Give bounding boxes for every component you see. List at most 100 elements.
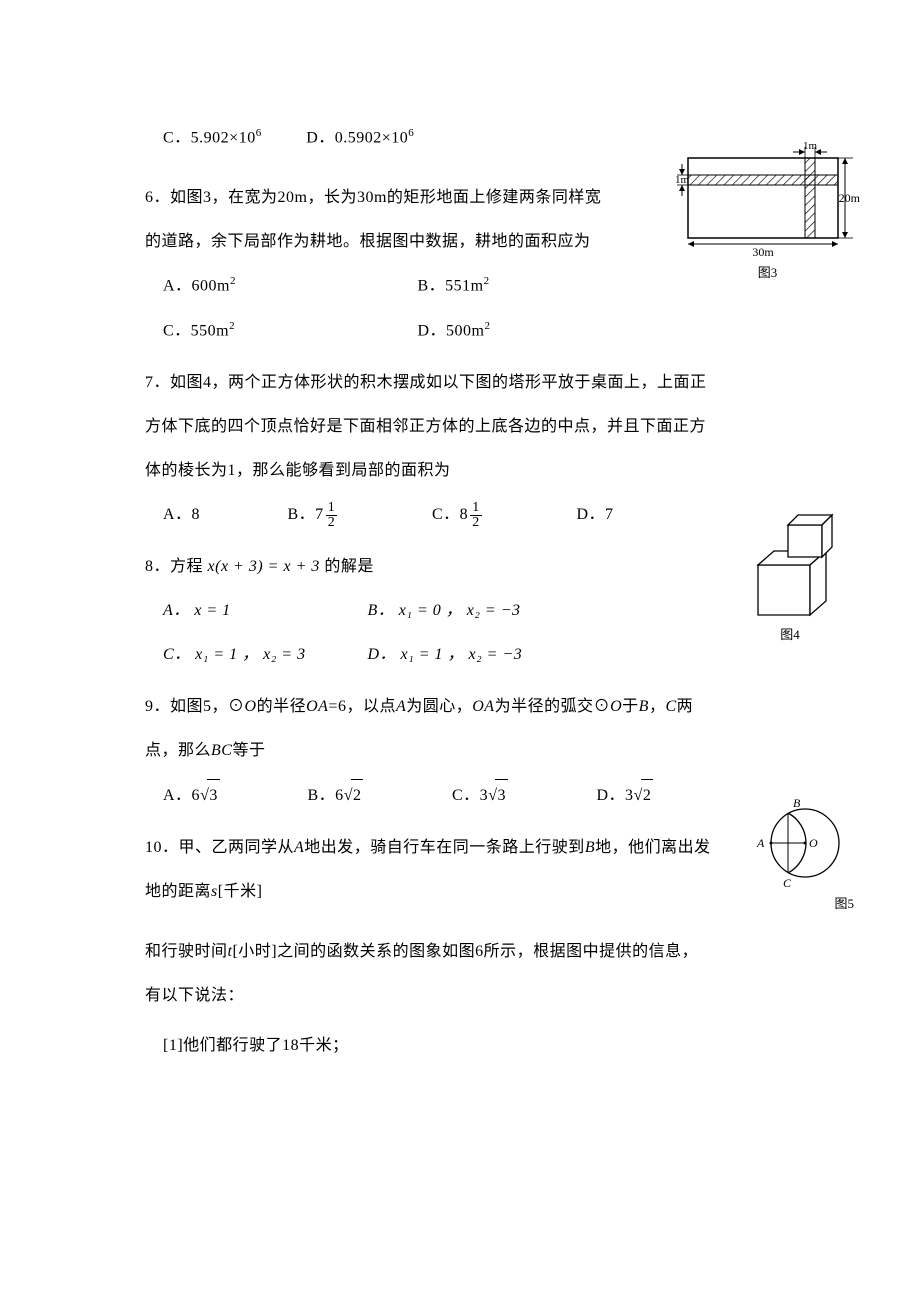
- q5-optc-sup: 6: [256, 127, 262, 139]
- q8-option-a: A． x = 1: [163, 595, 323, 627]
- q5-optc-text: C．5.902×10: [163, 129, 256, 146]
- sqrt-icon: 2: [634, 779, 654, 812]
- q9-O2: O: [610, 698, 622, 715]
- figure-3-caption: 图3: [675, 262, 860, 281]
- svg-text:C: C: [783, 876, 792, 890]
- q6-optb-sup: 2: [484, 275, 490, 287]
- q10-l3-a: 和行驶时间: [145, 943, 228, 960]
- q9-O1: O: [245, 698, 257, 715]
- q8-option-c: C． x₁ = 1 ， x₂ = 3: [163, 639, 323, 671]
- q10-item1: [1]他们都行驶了18千米；: [145, 1030, 860, 1062]
- q7-line1: 7．如图4，两个正方体形状的积木摆成如以下图的塔形平放于桌面上，上面正: [145, 367, 860, 399]
- q7-line2: 方体下底的四个顶点恰好是下面相邻正方体的上底各边的中点，并且下面正方: [145, 411, 860, 443]
- q9-comma: ，: [649, 698, 666, 715]
- exam-page: C．5.902×106 D．0.5902×106 30m: [0, 0, 920, 1134]
- q7-optb-pre: B．7: [288, 506, 324, 523]
- q9-line1: 9．如图5，⊙O的半径OA=6，以点A为圆心，OA为半径的弧交⊙O于B，C两: [145, 691, 860, 723]
- q10-l2-a: 地的距离: [145, 883, 211, 900]
- q8-equation: x(x + 3) = x + 3: [208, 558, 320, 575]
- q9-optd-rad: 2: [641, 779, 654, 812]
- q9-option-d: D．3 2: [597, 779, 654, 812]
- q9-l1-g: 两: [677, 698, 694, 715]
- svg-text:A: A: [756, 836, 765, 850]
- q6-optd-sup: 2: [485, 320, 491, 332]
- q10-A: A: [294, 839, 304, 856]
- figure-5-svg: B A O C: [745, 795, 855, 895]
- q9-OA2: OA: [472, 698, 494, 715]
- q9-l1-f: 于: [622, 698, 639, 715]
- figure-4: 图4: [735, 505, 845, 643]
- q9-C1: C: [665, 698, 676, 715]
- q6-option-d: D．500m2: [418, 315, 491, 347]
- frac-num2: 1: [470, 501, 482, 516]
- q10-l1-b: 地出发，骑自行车在同一条路上行驶到: [304, 839, 585, 856]
- frac-den: 2: [326, 516, 338, 530]
- q9-l1-b: 的半径: [257, 698, 307, 715]
- q10-line4: 有以下说法：: [145, 980, 860, 1012]
- q6-optb-text: B．551m: [418, 278, 484, 295]
- frac-num: 1: [326, 501, 338, 516]
- q7-option-a: A．8: [163, 499, 243, 531]
- svg-text:B: B: [793, 796, 801, 810]
- q10-s: s: [211, 883, 218, 900]
- q7-line3: 体的棱长为1，那么能够看到局部的面积为: [145, 455, 860, 487]
- q10-l1-c: 地，他们离出发: [595, 839, 711, 856]
- q6-optd-text: D．500m: [418, 322, 485, 339]
- q5-option-c: C．5.902×106: [163, 122, 262, 154]
- q8-options-row2: C． x₁ = 1 ， x₂ = 3 D． x₁ = 1 ， x₂ = −3: [145, 639, 860, 671]
- q8-text-b: 的解是: [320, 558, 374, 575]
- q10-l1-a: 10．甲、乙两同学从: [145, 839, 294, 856]
- sqrt-icon: 2: [344, 779, 364, 812]
- q6-options-row2: C．550m2 D．500m2: [145, 315, 860, 347]
- q7-option-d: D．7: [577, 499, 614, 531]
- figure-5-caption: 图5: [740, 893, 860, 912]
- q6-optc-sup: 2: [229, 320, 235, 332]
- q6-option-b: B．551m2: [418, 270, 490, 302]
- q7-optc-pre: C．8: [432, 506, 468, 523]
- q9-optc-rad: 3: [495, 779, 508, 812]
- q9-optb-pre: B．6: [308, 787, 344, 804]
- svg-text:20m: 20m: [839, 191, 860, 205]
- q9-BC: BC: [211, 742, 232, 759]
- q9-opta-rad: 3: [207, 779, 220, 812]
- q9-OA1: OA: [306, 698, 328, 715]
- q7-option-c: C．812: [432, 499, 532, 531]
- q9-option-b: B．6 2: [308, 779, 408, 812]
- q9-option-c: C．3 3: [452, 779, 552, 812]
- frac-den2: 2: [470, 516, 482, 530]
- q6-option-c: C．550m2: [163, 315, 373, 347]
- q9-A1: A: [396, 698, 406, 715]
- q5-option-d: D．0.5902×106: [306, 122, 414, 154]
- q9-optc-pre: C．3: [452, 787, 488, 804]
- q10-l3-b: [小时]之间的函数关系的图象如图6所示，根据图中提供的信息，: [232, 943, 698, 960]
- q5-optd-text: D．0.5902×10: [306, 129, 408, 146]
- q9-l1-c: =6，以点: [328, 698, 396, 715]
- q8-text-a: 8．方程: [145, 558, 208, 575]
- figure-3-svg: 30m 20m 1m 1m: [675, 140, 860, 260]
- q10-B: B: [585, 839, 595, 856]
- q5-optd-sup: 6: [408, 127, 414, 139]
- q9-l1-d: 为圆心，: [406, 698, 472, 715]
- q9-optd-pre: D．3: [597, 787, 634, 804]
- q7-option-b: B．712: [288, 499, 388, 531]
- q9-l2-a: 点，那么: [145, 742, 211, 759]
- svg-text:1m: 1m: [675, 174, 690, 186]
- q7-optc-frac: 12: [470, 501, 482, 530]
- q8-option-b: B． x₁ = 0 ， x₂ = −3: [368, 595, 521, 627]
- q9-l2-b: 等于: [232, 742, 265, 759]
- sqrt-icon: 3: [488, 779, 508, 812]
- q9-option-a: A．6 3: [163, 779, 263, 812]
- q9-optb-rad: 2: [351, 779, 364, 812]
- figure-4-caption: 图4: [735, 624, 845, 643]
- q10-l2-b: [千米]: [218, 883, 263, 900]
- q10-line3: 和行驶时间t[小时]之间的函数关系的图象如图6所示，根据图中提供的信息，: [145, 936, 860, 968]
- q9-line2: 点，那么BC等于: [145, 735, 860, 767]
- svg-text:O: O: [809, 836, 818, 850]
- svg-text:30m: 30m: [752, 245, 774, 259]
- figure-5: B A O C 图5: [740, 795, 860, 912]
- q9-opta-pre: A．6: [163, 787, 200, 804]
- q7-optb-frac: 12: [326, 501, 338, 530]
- sqrt-icon: 3: [200, 779, 220, 812]
- q9-l1-a: 9．如图5，⊙: [145, 698, 245, 715]
- q8-option-d: D． x₁ = 1 ， x₂ = −3: [368, 639, 523, 671]
